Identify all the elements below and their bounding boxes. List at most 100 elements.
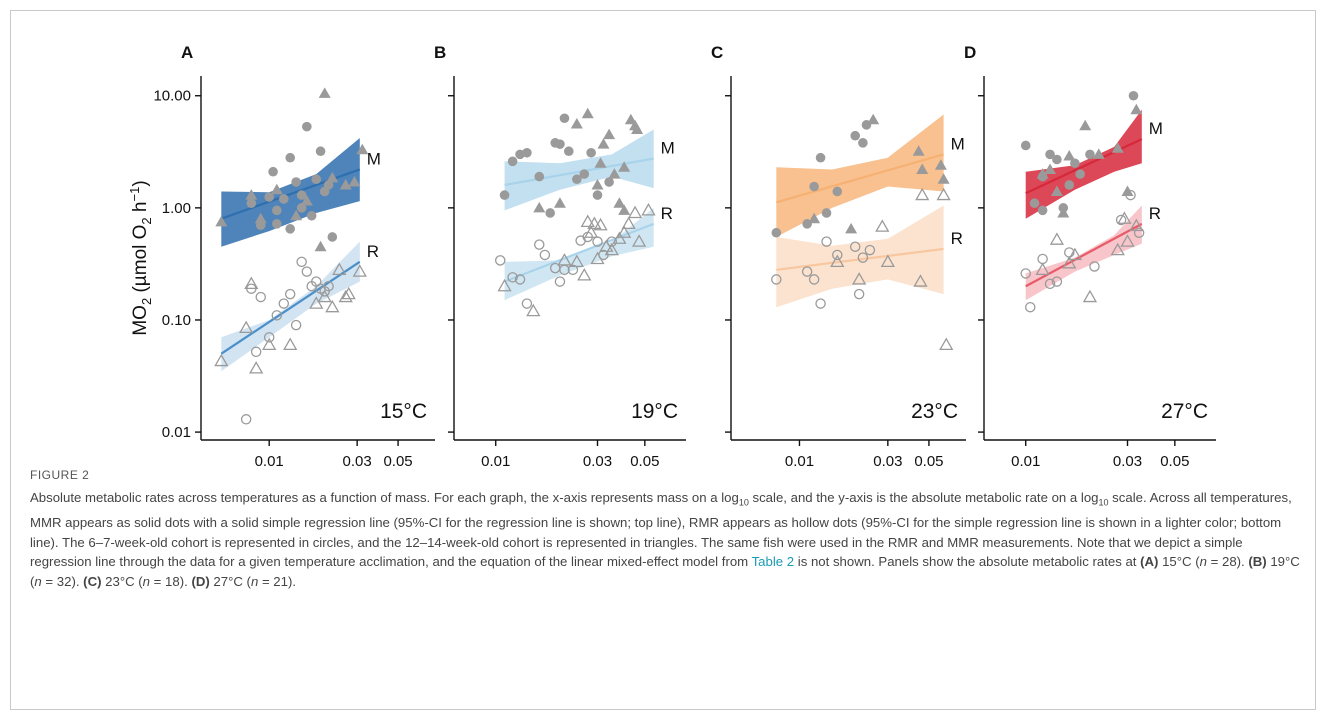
rmr-point-circle (849, 241, 861, 252)
x-tick-label: 0.05 (914, 453, 943, 470)
rmr-ci-band (1025, 205, 1142, 301)
rmr-regression-line (1025, 222, 1143, 288)
rmr-point-triangle (593, 217, 608, 231)
mmr-point-triangle (1050, 185, 1063, 196)
table-2-link[interactable]: Table 2 (751, 554, 795, 570)
rmr-point-circle (1020, 268, 1031, 279)
rmr-point-triangle (936, 187, 951, 201)
rmr-point-triangle (875, 219, 890, 232)
mmr-point-circle (522, 147, 532, 158)
panel-letter: A (181, 43, 193, 62)
mmr-ci-band (221, 138, 360, 247)
rmr-point-circle (263, 332, 275, 343)
caption-c-n: = 18). (150, 573, 192, 589)
rmr-series-label: R (1149, 204, 1161, 223)
mmr-series-label: M (367, 149, 381, 168)
caption-n-c: n (142, 573, 151, 589)
mmr-point-circle (1070, 158, 1080, 169)
rmr-point-triangle (557, 253, 572, 266)
mmr-point-triangle (215, 215, 228, 227)
rmr-point-circle (853, 288, 865, 300)
x-tick-label: 0.01 (255, 453, 284, 470)
mmr-point-triangle (613, 197, 626, 208)
rmr-point-circle (801, 266, 813, 277)
mmr-point-triangle (1130, 103, 1143, 115)
rmr-point-triangle (332, 262, 347, 275)
mmr-point-circle (1029, 198, 1040, 209)
mmr-regression-line (776, 153, 944, 204)
x-tick-label: 0.03 (583, 453, 612, 470)
caption-text-4: is not shown. Panels show the absolute m… (794, 554, 1141, 570)
mmr-point-circle (246, 198, 257, 209)
mmr-point-triangle (1092, 148, 1105, 159)
rmr-point-triangle (497, 278, 512, 292)
rmr-point-circle (514, 274, 526, 285)
rmr-series-label: R (661, 204, 673, 223)
y-label-main: MO (130, 305, 151, 336)
caption-a-n: = 28). (1206, 554, 1249, 570)
mmr-point-circle (821, 208, 832, 218)
caption-sub-1: 10 (738, 497, 749, 508)
rmr-point-triangle (852, 272, 867, 285)
mmr-point-triangle (867, 113, 880, 125)
temperature-label: 19°C (631, 400, 678, 423)
mmr-point-triangle (618, 204, 631, 215)
rmr-point-triangle (249, 361, 264, 374)
rmr-point-circle (250, 346, 262, 358)
mmr-point-circle (545, 208, 555, 218)
rmr-point-circle (554, 276, 566, 287)
rmr-point-circle (290, 319, 302, 331)
rmr-point-circle (494, 255, 506, 266)
mmr-point-circle (278, 194, 289, 204)
mmr-point-triangle (845, 222, 858, 234)
rmr-point-circle (1133, 227, 1145, 238)
caption-text-1: Absolute metabolic rates across temperat… (30, 490, 739, 505)
mmr-point-circle (1052, 154, 1062, 165)
rmr-point-circle (771, 274, 782, 285)
mmr-series-label: M (951, 134, 965, 153)
rmr-point-triangle (913, 274, 928, 287)
rmr-point-triangle (569, 254, 584, 267)
rmr-point-triangle (1129, 218, 1144, 232)
caption-a-text: 15°C ( (1158, 554, 1200, 570)
mmr-point-circle (592, 190, 603, 200)
rmr-point-circle (567, 264, 579, 276)
mmr-ci-band (776, 114, 944, 237)
rmr-point-circle (815, 298, 826, 309)
mmr-point-circle (850, 130, 861, 141)
rmr-point-circle (534, 239, 545, 250)
y-label-sub2: 2 (139, 217, 154, 224)
caption-text-3: scale. Across all temperatures, MMR appe… (30, 490, 1292, 570)
mmr-point-triangle (581, 107, 594, 119)
caption-b-text: 19°C ( (30, 554, 1300, 589)
mmr-point-circle (534, 171, 545, 182)
rmr-point-triangle (627, 205, 643, 219)
rmr-point-triangle (239, 320, 254, 334)
mmr-point-triangle (1057, 206, 1070, 218)
rmr-point-triangle (583, 225, 599, 238)
mmr-point-circle (323, 180, 334, 190)
rmr-point-triangle (587, 216, 602, 230)
rmr-regression-line (220, 260, 361, 355)
mmr-point-triangle (618, 161, 631, 172)
x-tick-label: 0.05 (630, 453, 659, 470)
mmr-point-circle (311, 174, 322, 185)
rmr-point-circle (857, 252, 869, 263)
mmr-series-label: M (1149, 119, 1163, 138)
mmr-point-triangle (912, 145, 925, 156)
caption-n-a: n (1199, 554, 1207, 570)
mmr-point-triangle (1121, 185, 1134, 196)
rmr-point-triangle (526, 303, 541, 317)
mmr-point-triangle (339, 178, 352, 190)
mmr-point-triangle (300, 195, 313, 206)
mmr-point-circle (306, 210, 317, 221)
mmr-point-triangle (1036, 168, 1049, 179)
rmr-point-triangle (1049, 232, 1065, 245)
mmr-point-circle (1075, 169, 1085, 179)
mmr-regression-line (1025, 138, 1143, 195)
rmr-regression-line (504, 222, 655, 283)
y-tick-label: 10.00 (153, 88, 191, 105)
rmr-point-triangle (1062, 256, 1077, 269)
rmr-point-triangle (341, 286, 356, 300)
